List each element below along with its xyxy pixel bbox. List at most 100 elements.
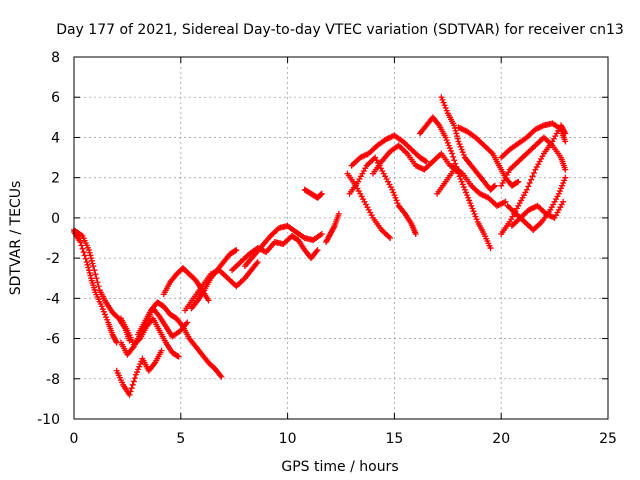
data-point — [131, 375, 138, 382]
y-tick-label: 6 — [51, 90, 60, 106]
series-arc-l — [301, 186, 325, 201]
data-point — [462, 189, 469, 196]
data-point — [454, 135, 461, 142]
data-marks — [71, 94, 569, 398]
data-point — [126, 391, 133, 398]
series-arc-c — [113, 347, 165, 398]
data-point — [457, 176, 464, 183]
x-tick-label: 15 — [385, 431, 403, 447]
data-point — [455, 138, 462, 145]
data-point — [468, 202, 475, 209]
series-arc-a — [71, 228, 120, 346]
data-point — [233, 247, 240, 254]
data-point — [155, 312, 162, 319]
data-point — [136, 363, 143, 370]
series-arc-s — [438, 94, 498, 193]
data-point — [77, 239, 84, 246]
data-point — [556, 188, 563, 195]
data-point — [232, 247, 239, 254]
data-point — [525, 183, 532, 190]
series-arc-m — [323, 210, 342, 246]
data-point — [91, 267, 98, 274]
data-point — [184, 319, 191, 326]
y-tick-label: 0 — [51, 211, 60, 227]
data-point — [456, 141, 463, 148]
data-point — [253, 260, 260, 267]
x-tick-label: 20 — [492, 431, 510, 447]
data-point — [457, 143, 464, 150]
axis-ticks: 0 5 10 15 20 25 -10 -8 -6 -4 -2 0 2 4 6 8 — [37, 50, 617, 447]
data-point — [528, 176, 535, 183]
data-point — [330, 224, 337, 231]
y-tick-label: -6 — [46, 332, 60, 348]
data-point — [85, 247, 92, 254]
data-point — [83, 259, 90, 266]
data-point — [446, 145, 453, 152]
x-tick-label: 10 — [279, 431, 297, 447]
data-point — [389, 186, 396, 193]
y-tick-label: 8 — [51, 50, 60, 66]
data-point — [130, 378, 137, 385]
data-point — [452, 160, 459, 167]
data-point — [460, 151, 467, 158]
data-point — [80, 249, 87, 256]
data-point — [135, 366, 142, 373]
data-point — [558, 185, 565, 192]
data-point — [392, 194, 399, 201]
data-point — [129, 381, 136, 388]
data-point — [450, 153, 457, 160]
data-point — [81, 252, 88, 259]
data-point — [441, 102, 448, 109]
data-point — [562, 130, 569, 137]
grid — [74, 57, 608, 419]
data-point — [443, 107, 450, 114]
data-point — [401, 209, 408, 216]
data-point — [467, 200, 474, 207]
data-point — [94, 279, 101, 286]
data-point — [87, 252, 94, 259]
series-arc-k — [241, 222, 325, 270]
data-point — [559, 182, 566, 189]
data-point — [98, 303, 105, 310]
data-point — [487, 245, 494, 252]
x-tick-label: 0 — [70, 431, 79, 447]
y-tick-label: 4 — [51, 130, 60, 146]
data-point — [464, 192, 471, 199]
x-tick-label: 5 — [176, 431, 185, 447]
data-point — [470, 208, 477, 215]
data-point — [134, 369, 141, 376]
y-tick-label: -2 — [46, 251, 60, 267]
data-point — [435, 121, 442, 128]
data-point — [561, 177, 568, 184]
data-point — [472, 213, 479, 220]
data-point — [442, 134, 449, 141]
data-point — [137, 361, 144, 368]
data-point — [445, 142, 452, 149]
data-point — [82, 255, 89, 262]
data-point — [469, 205, 476, 212]
series-arc-q — [370, 142, 462, 177]
data-point — [561, 129, 568, 136]
data-point — [439, 96, 446, 103]
data-point — [444, 139, 451, 146]
data-point — [394, 200, 401, 207]
data-point — [89, 260, 96, 267]
data-point — [514, 179, 521, 186]
data-point — [530, 169, 537, 176]
data-point — [254, 259, 261, 266]
data-point — [84, 261, 91, 268]
data-point — [454, 133, 461, 140]
data-point — [193, 298, 200, 305]
data-point — [412, 230, 419, 237]
data-point — [183, 320, 190, 327]
data-point — [473, 216, 480, 223]
data-point — [92, 271, 99, 278]
data-point — [174, 352, 181, 359]
plot-frame — [73, 56, 609, 420]
series-arc-x — [498, 122, 569, 237]
data-point — [471, 210, 478, 217]
data-point — [86, 249, 93, 256]
data-point — [466, 197, 473, 204]
data-point — [314, 247, 321, 254]
data-point — [175, 353, 182, 360]
